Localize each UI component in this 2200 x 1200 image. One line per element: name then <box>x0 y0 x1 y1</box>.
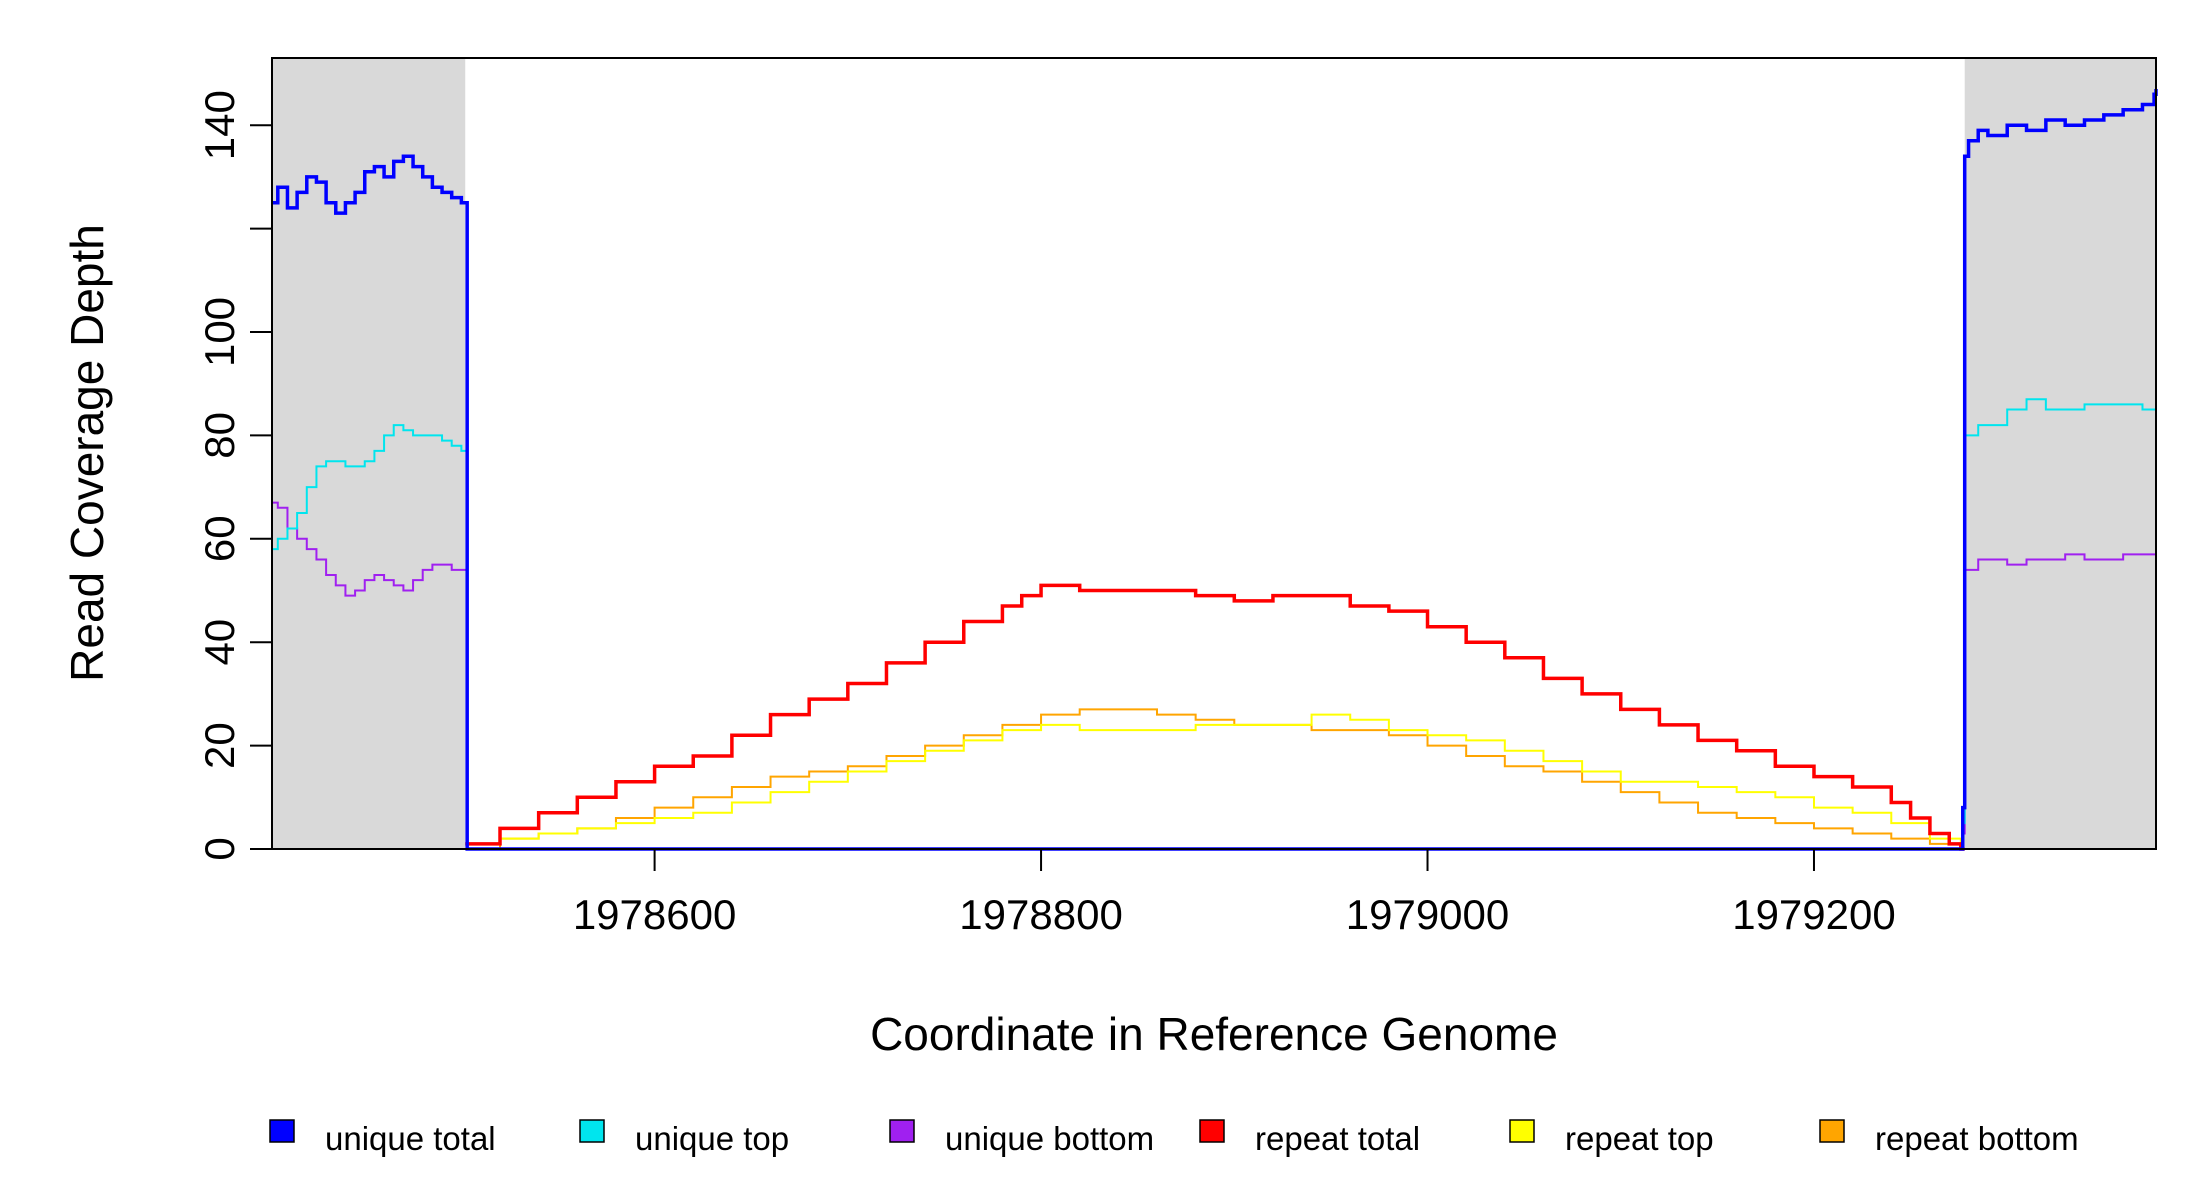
legend: unique total unique top unique bottom repea… <box>269 1119 2079 1157</box>
x-tick-label-1978800: 1978800 <box>959 891 1123 938</box>
plot-frame <box>271 57 2157 850</box>
x-tick-label-1979200: 1979200 <box>1732 891 1896 938</box>
legend-swatch-unique-top <box>579 1119 605 1143</box>
y-tick-label-60: 60 <box>196 515 243 562</box>
unique-region-1 <box>272 58 466 849</box>
y-tick-label-20: 20 <box>196 722 243 769</box>
legend-label-unique-top: unique top <box>635 1120 789 1157</box>
x-tick-label-1979000: 1979000 <box>1346 891 1510 938</box>
series-repeat-total <box>465 583 1965 851</box>
series-layer <box>272 89 2158 851</box>
x-tick-label-1978600: 1978600 <box>573 891 737 938</box>
legend-swatch-repeat-top <box>1509 1119 1535 1143</box>
y-axis-title: Read Coverage Depth <box>61 224 113 682</box>
unique-region-2 <box>1964 58 2156 849</box>
y-tick-label-40: 40 <box>196 619 243 666</box>
y-tick-label-0: 0 <box>196 837 243 860</box>
series-unique-total <box>272 89 2158 851</box>
series-unique-top <box>272 388 2157 850</box>
legend-label-repeat-bottom: repeat bottom <box>1875 1120 2079 1157</box>
legend-label-repeat-top: repeat top <box>1565 1120 1714 1157</box>
y-tick-label-140: 140 <box>196 90 243 160</box>
legend-swatch-repeat-total <box>1199 1119 1225 1143</box>
legend-swatch-unique-total <box>269 1119 295 1143</box>
legend-label-repeat-total: repeat total <box>1255 1120 1420 1157</box>
series-unique-bottom <box>272 501 2157 850</box>
unique-region-shading <box>272 58 2156 849</box>
legend-swatch-unique-bottom <box>889 1119 915 1143</box>
legend-label-unique-bottom: unique bottom <box>945 1120 1154 1157</box>
x-axis-title: Coordinate in Reference Genome <box>870 1008 1558 1060</box>
legend-label-unique-total: unique total <box>325 1120 496 1157</box>
legend-swatch-repeat-bottom <box>1819 1119 1845 1143</box>
series-repeat-bottom <box>465 708 1962 850</box>
y-tick-label-100: 100 <box>196 297 243 367</box>
y-tick-label-80: 80 <box>196 412 243 459</box>
series-repeat-top <box>465 713 1962 849</box>
axes: 1978600 1978800 1979000 1979200 0 20 40 60 80 100… <box>196 90 1896 938</box>
